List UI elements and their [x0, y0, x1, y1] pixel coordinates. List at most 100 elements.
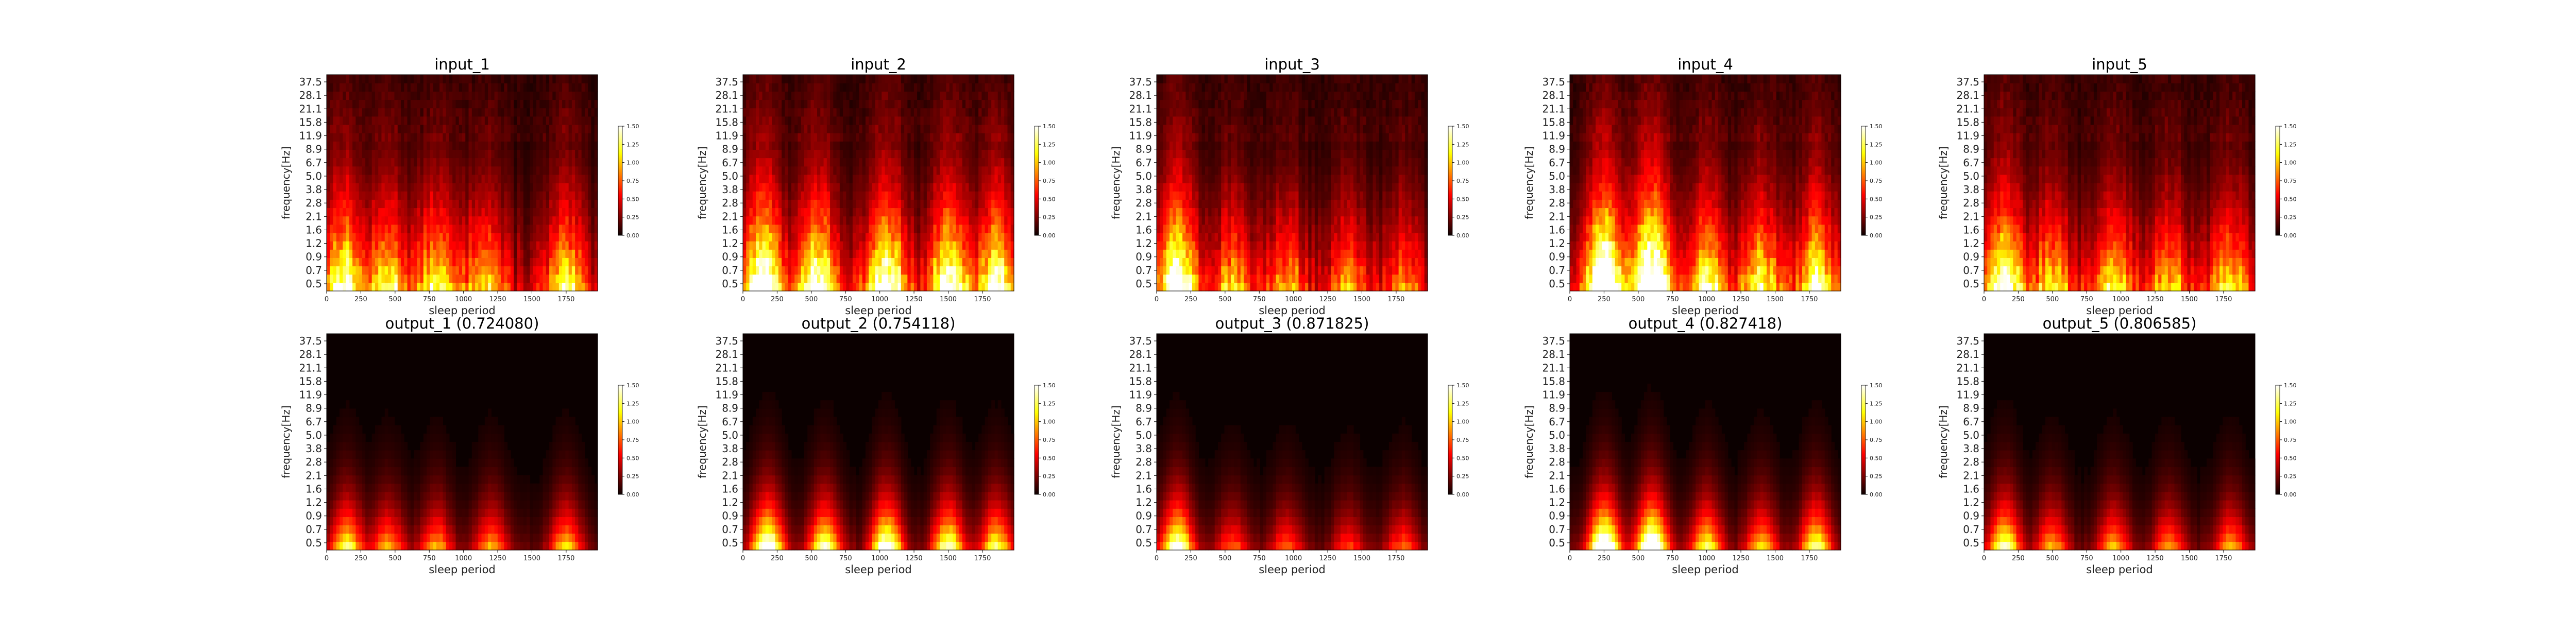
heatmap-cell — [901, 199, 905, 209]
heatmap-cell — [913, 83, 918, 92]
heatmap-cell — [1211, 166, 1215, 175]
heatmap-cell — [801, 83, 805, 92]
heatmap-cell — [504, 232, 508, 242]
chart-title: input_1 — [434, 56, 490, 73]
heatmap-cell — [1010, 224, 1014, 233]
heatmap-cell — [820, 166, 824, 175]
heatmap-cell — [427, 166, 430, 175]
heatmap-cell — [762, 266, 766, 275]
heatmap-cell — [1010, 241, 1014, 250]
heatmap-cell — [333, 83, 337, 92]
heatmap-cell — [581, 258, 585, 267]
y-axis-label: frequency[Hz] — [696, 146, 708, 219]
heatmap-cell — [907, 224, 911, 233]
heatmap-cell — [801, 274, 805, 283]
heatmap-cell — [455, 216, 460, 225]
heatmap-cell — [507, 174, 511, 183]
heatmap-cell — [578, 266, 582, 275]
heatmap-cell — [1214, 174, 1218, 183]
heatmap-cell — [523, 183, 527, 192]
heatmap-cell — [333, 224, 337, 233]
heatmap-cell — [436, 75, 440, 83]
heatmap-cell — [581, 216, 585, 225]
heatmap-cell — [823, 133, 827, 142]
heatmap-cell — [933, 133, 937, 142]
heatmap-cell — [833, 99, 837, 109]
heatmap-cell — [1182, 149, 1186, 159]
heatmap-cell — [752, 75, 756, 83]
heatmap-cell — [920, 124, 924, 133]
heatmap-cell — [910, 266, 914, 275]
heatmap-cell — [584, 241, 588, 250]
heatmap-cell — [897, 124, 902, 133]
heatmap-cell — [943, 208, 947, 217]
heatmap-cell — [988, 75, 992, 83]
heatmap-cell — [359, 149, 363, 159]
heatmap-cell — [926, 183, 930, 192]
heatmap-cell — [401, 208, 404, 217]
heatmap-cell — [882, 282, 886, 291]
heatmap-cell — [1205, 266, 1209, 275]
heatmap-cell — [801, 224, 805, 233]
heatmap-cell — [865, 75, 869, 83]
heatmap-cell — [362, 241, 366, 250]
heatmap-cell — [994, 232, 998, 242]
heatmap-cell — [420, 124, 424, 133]
heatmap-cell — [820, 99, 824, 109]
heatmap-cell — [759, 133, 763, 142]
heatmap-cell — [501, 216, 504, 225]
heatmap-cell — [782, 258, 785, 267]
heatmap-cell — [1208, 258, 1212, 267]
heatmap-cell — [523, 199, 527, 209]
heatmap-cell — [904, 241, 908, 250]
heatmap-cell — [591, 199, 595, 209]
heatmap-cell — [471, 174, 476, 183]
heatmap-cell — [972, 91, 976, 100]
heatmap-cell — [504, 191, 508, 200]
heatmap-cell — [807, 183, 811, 192]
heatmap-cell — [581, 224, 585, 233]
heatmap-cell — [333, 258, 337, 267]
heatmap-cell — [514, 249, 518, 258]
heatmap-cell — [1157, 199, 1160, 209]
heatmap-cell — [775, 249, 779, 258]
heatmap-cell — [455, 282, 460, 291]
heatmap-cell — [810, 158, 815, 167]
heatmap-cell — [533, 124, 537, 133]
heatmap-cell — [443, 183, 447, 192]
heatmap-cell — [875, 199, 879, 209]
heatmap-cell — [936, 174, 940, 183]
heatmap-cell — [1160, 249, 1164, 258]
heatmap-cell — [443, 108, 447, 117]
heatmap-cell — [910, 75, 914, 83]
heatmap-cell — [801, 249, 805, 258]
heatmap-cell — [810, 216, 815, 225]
heatmap-cell — [352, 166, 356, 175]
heatmap-cell — [543, 108, 547, 117]
heatmap-cell — [833, 249, 837, 258]
heatmap-cell — [830, 183, 834, 192]
heatmap-cell — [333, 99, 337, 109]
heatmap-cell — [1176, 91, 1180, 100]
heatmap-cell — [362, 266, 366, 275]
heatmap-cell — [439, 83, 444, 92]
heatmap-cell — [756, 274, 759, 283]
heatmap-cell — [1170, 241, 1173, 250]
heatmap-cell — [782, 124, 785, 133]
heatmap-cell — [956, 108, 960, 117]
heatmap-cell — [1198, 91, 1202, 100]
heatmap-cell — [817, 141, 821, 150]
heatmap-cell — [882, 141, 886, 150]
heatmap-cell — [520, 75, 524, 83]
heatmap-cell — [533, 216, 537, 225]
heatmap-cell — [484, 266, 488, 275]
heatmap-cell — [917, 224, 921, 233]
heatmap-cell — [371, 216, 376, 225]
heatmap-cell — [888, 216, 892, 225]
heatmap-cell — [384, 141, 388, 150]
heatmap-cell — [491, 249, 495, 258]
heatmap-cell — [785, 133, 789, 142]
heatmap-cell — [420, 266, 424, 275]
heatmap-cell — [471, 266, 476, 275]
heatmap-cell — [782, 99, 785, 109]
